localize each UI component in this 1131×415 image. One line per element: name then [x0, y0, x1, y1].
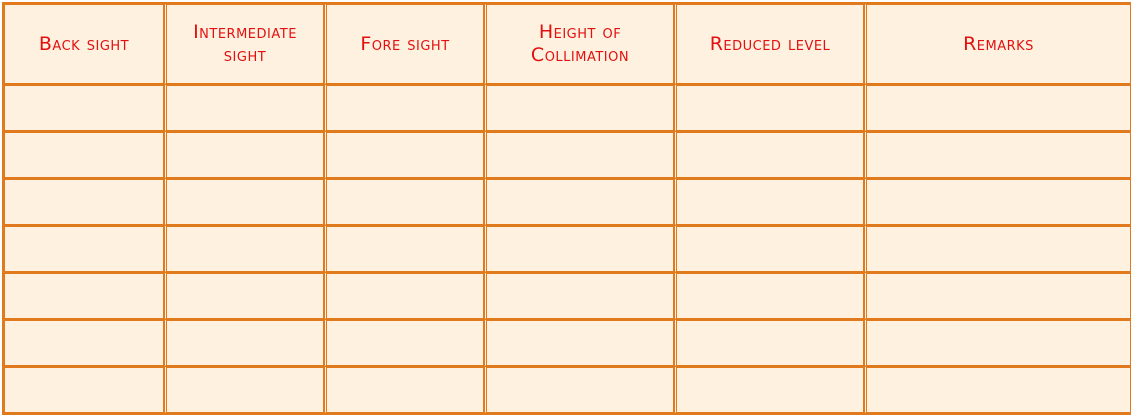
header-remarks: Remarks — [864, 4, 1131, 84]
header-row: Back sight Intermediate sight Fore sight… — [4, 4, 1131, 84]
table-cell — [4, 319, 164, 366]
table-cell — [164, 319, 324, 366]
table-cell — [324, 366, 484, 413]
table-cell — [484, 178, 674, 225]
header-reduced-level: Reduced level — [674, 4, 864, 84]
table-cell — [674, 272, 864, 319]
table-cell — [324, 225, 484, 272]
header-fore-sight: Fore sight — [324, 4, 484, 84]
table-cell — [4, 225, 164, 272]
header-height-of-collimation: Height of Collimation — [484, 4, 674, 84]
table-cell — [484, 272, 674, 319]
table-row — [4, 84, 1131, 131]
table-cell — [324, 319, 484, 366]
table-cell — [164, 225, 324, 272]
table-row — [4, 366, 1131, 413]
table-cell — [674, 178, 864, 225]
table-cell — [864, 272, 1131, 319]
header-label: Fore sight — [360, 32, 450, 55]
table-cell — [674, 366, 864, 413]
table-cell — [4, 84, 164, 131]
table-body — [4, 84, 1131, 413]
header-back-sight: Back sight — [4, 4, 164, 84]
header-label: Back sight — [38, 32, 130, 55]
table-cell — [164, 84, 324, 131]
table-cell — [164, 178, 324, 225]
table-cell — [674, 319, 864, 366]
table-row — [4, 319, 1131, 366]
table-cell — [864, 366, 1131, 413]
table-cell — [484, 84, 674, 131]
table-cell — [864, 225, 1131, 272]
table-cell — [4, 272, 164, 319]
table-cell — [864, 319, 1131, 366]
table-cell — [484, 131, 674, 178]
table-cell — [164, 272, 324, 319]
table-cell — [864, 178, 1131, 225]
table-cell — [324, 272, 484, 319]
table-row — [4, 225, 1131, 272]
table-cell — [4, 366, 164, 413]
table-cell — [674, 225, 864, 272]
table-cell — [324, 178, 484, 225]
header-label: Height of Collimation — [530, 21, 630, 66]
table-cell — [484, 225, 674, 272]
header-intermediate-sight: Intermediate sight — [164, 4, 324, 84]
table-cell — [674, 131, 864, 178]
table-cell — [864, 131, 1131, 178]
header-label: Reduced level — [709, 32, 831, 55]
table-cell — [484, 366, 674, 413]
table-cell — [4, 178, 164, 225]
table-cell — [864, 84, 1131, 131]
header-label: Intermediate sight — [193, 21, 297, 66]
table-row — [4, 178, 1131, 225]
table-cell — [164, 366, 324, 413]
table-cell — [674, 84, 864, 131]
table-row — [4, 272, 1131, 319]
table-row — [4, 131, 1131, 178]
table-cell — [484, 319, 674, 366]
table-cell — [4, 131, 164, 178]
table-cell — [324, 84, 484, 131]
table-cell — [324, 131, 484, 178]
table-cell — [164, 131, 324, 178]
header-label: Remarks — [963, 32, 1034, 55]
